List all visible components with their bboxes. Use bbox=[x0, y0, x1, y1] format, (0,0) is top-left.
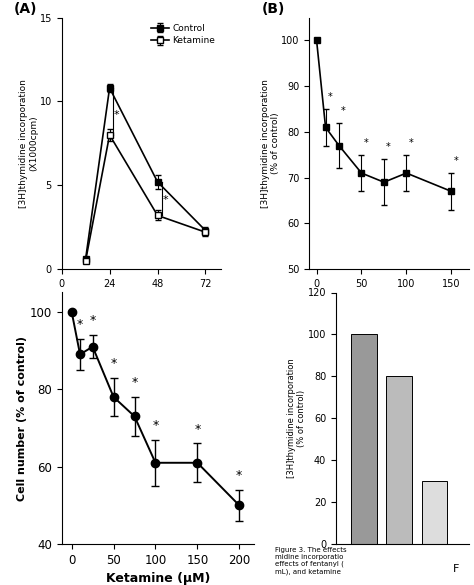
Text: *: * bbox=[386, 143, 391, 153]
Text: *: * bbox=[194, 423, 201, 436]
Text: *: * bbox=[110, 357, 117, 370]
Text: *: * bbox=[152, 419, 159, 432]
Text: *: * bbox=[341, 106, 346, 116]
Text: *: * bbox=[131, 376, 137, 389]
Text: *: * bbox=[77, 318, 83, 331]
Y-axis label: Cell number (% of control): Cell number (% of control) bbox=[17, 336, 27, 501]
Text: Figure 3. The effects
midine incorporatio
effects of fentanyl (
mL), and ketamin: Figure 3. The effects midine incorporati… bbox=[275, 547, 346, 575]
Text: F: F bbox=[453, 564, 459, 574]
Y-axis label: [3H]thymidine incorporation
(% of control): [3H]thymidine incorporation (% of contro… bbox=[287, 359, 306, 478]
Bar bbox=[386, 376, 412, 544]
Legend: Control, Ketamine: Control, Ketamine bbox=[149, 22, 217, 47]
Y-axis label: [3H]thymidine incorporation
(% of control): [3H]thymidine incorporation (% of contro… bbox=[261, 79, 280, 208]
Text: *: * bbox=[163, 195, 169, 205]
Text: (B): (B) bbox=[262, 2, 285, 16]
Y-axis label: [3H]thymidine incorporation
(X1000cpm): [3H]thymidine incorporation (X1000cpm) bbox=[19, 79, 38, 208]
Bar bbox=[421, 481, 447, 544]
Text: *: * bbox=[409, 138, 413, 148]
Text: *: * bbox=[328, 92, 332, 102]
X-axis label: Time (hr): Time (hr) bbox=[112, 294, 171, 304]
Text: *: * bbox=[364, 138, 368, 148]
Bar bbox=[351, 335, 376, 544]
Text: *: * bbox=[236, 469, 242, 482]
Text: *: * bbox=[454, 156, 458, 166]
Text: (A): (A) bbox=[14, 2, 37, 16]
Text: *: * bbox=[90, 314, 96, 328]
X-axis label: Ketamine (μM): Ketamine (μM) bbox=[106, 572, 210, 585]
Text: *: * bbox=[114, 110, 119, 120]
X-axis label: Ketamine (μM): Ketamine (μM) bbox=[343, 294, 436, 304]
